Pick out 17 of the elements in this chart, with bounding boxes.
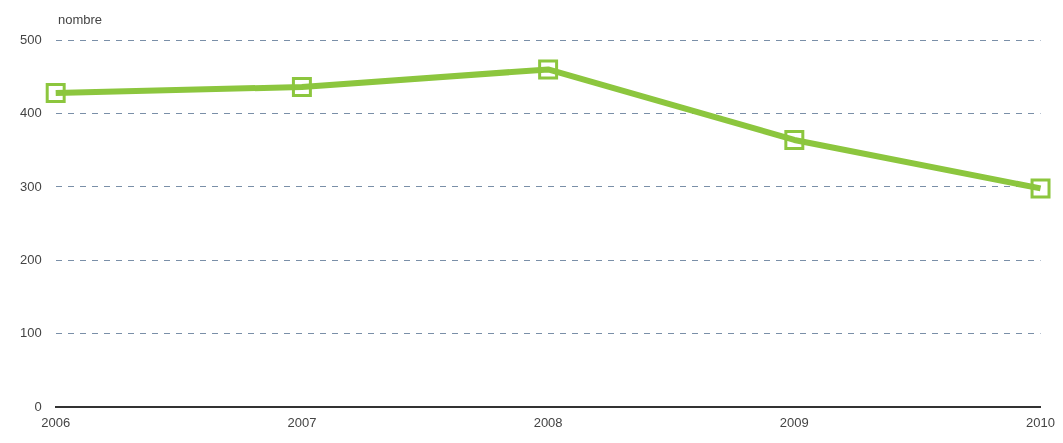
y-tick-label: 100: [19, 325, 42, 341]
y-tick-label: 200: [19, 252, 42, 268]
y-tick-label: 400: [19, 105, 42, 121]
x-tick-label: 2008: [533, 414, 563, 430]
point: [1030, 178, 1051, 199]
y-tick-label: 0: [34, 398, 42, 414]
x-tick-label: 2009: [779, 414, 809, 430]
x-tick-label: 2010: [1026, 414, 1055, 430]
y-axis-title: nombre: [58, 12, 103, 27]
point: [291, 77, 312, 98]
point: [538, 59, 559, 80]
x-tick-label: 2006: [41, 414, 71, 430]
point: [784, 129, 805, 150]
x-tick-label: 2007: [287, 414, 317, 430]
point: [45, 82, 66, 103]
y-tick-label: 500: [19, 31, 42, 47]
y-tick-label: 300: [19, 178, 42, 194]
